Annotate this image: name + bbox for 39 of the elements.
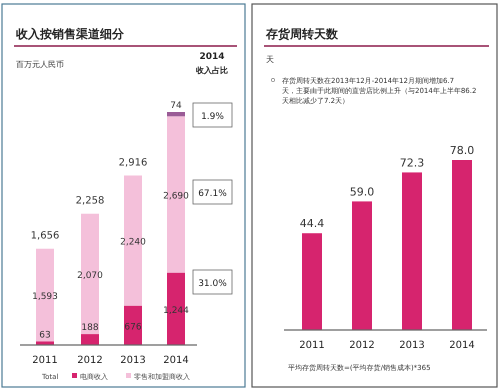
chart-subtitle: 百万元人民币 [16, 60, 64, 69]
text: 2014 [199, 52, 225, 62]
data-label: 2,690 [163, 191, 190, 202]
x-tick-label: 2013 [120, 355, 146, 366]
total-label: 1,656 [30, 230, 60, 242]
data-label: 44.4 [300, 217, 324, 230]
bar [167, 112, 185, 116]
total-label: 2,258 [76, 196, 104, 207]
data-label: 1,593 [32, 292, 58, 302]
chart-title: 收入按销售渠道细分 [16, 27, 125, 41]
data-label: 63 [39, 330, 51, 340]
x-tick-label: 2011 [299, 340, 325, 351]
x-tick-label: 2011 [32, 355, 58, 366]
bar [124, 306, 142, 345]
x-tick-label: 2013 [399, 340, 425, 351]
x-tick-label: 2014 [449, 340, 475, 351]
data-label: 188 [81, 323, 99, 334]
bar [452, 160, 472, 330]
total-label: 2,916 [118, 157, 148, 168]
data-label: 72.3 [400, 156, 424, 170]
x-tick-label: 2014 [163, 355, 189, 366]
text: 收入占比 [196, 66, 228, 75]
text: 31.0% [198, 279, 228, 289]
data-label: 676 [124, 322, 142, 332]
data-label: 2,070 [77, 270, 104, 281]
data-label: 74 [170, 101, 182, 111]
data-label: 2,240 [120, 238, 146, 248]
bar [352, 201, 372, 330]
chart-title: 存货周转天数 [265, 27, 339, 41]
chart-subtitle: 天 [266, 55, 274, 64]
bar [402, 172, 422, 330]
x-tick-label: 2012 [77, 355, 103, 366]
bar [302, 233, 322, 330]
bar [81, 334, 99, 345]
text: 1.9% [201, 112, 224, 122]
data-label: 78.0 [450, 144, 474, 157]
data-label: 59.0 [350, 185, 374, 198]
text: 67.1% [198, 189, 228, 199]
x-tick-label: 2012 [349, 340, 375, 351]
